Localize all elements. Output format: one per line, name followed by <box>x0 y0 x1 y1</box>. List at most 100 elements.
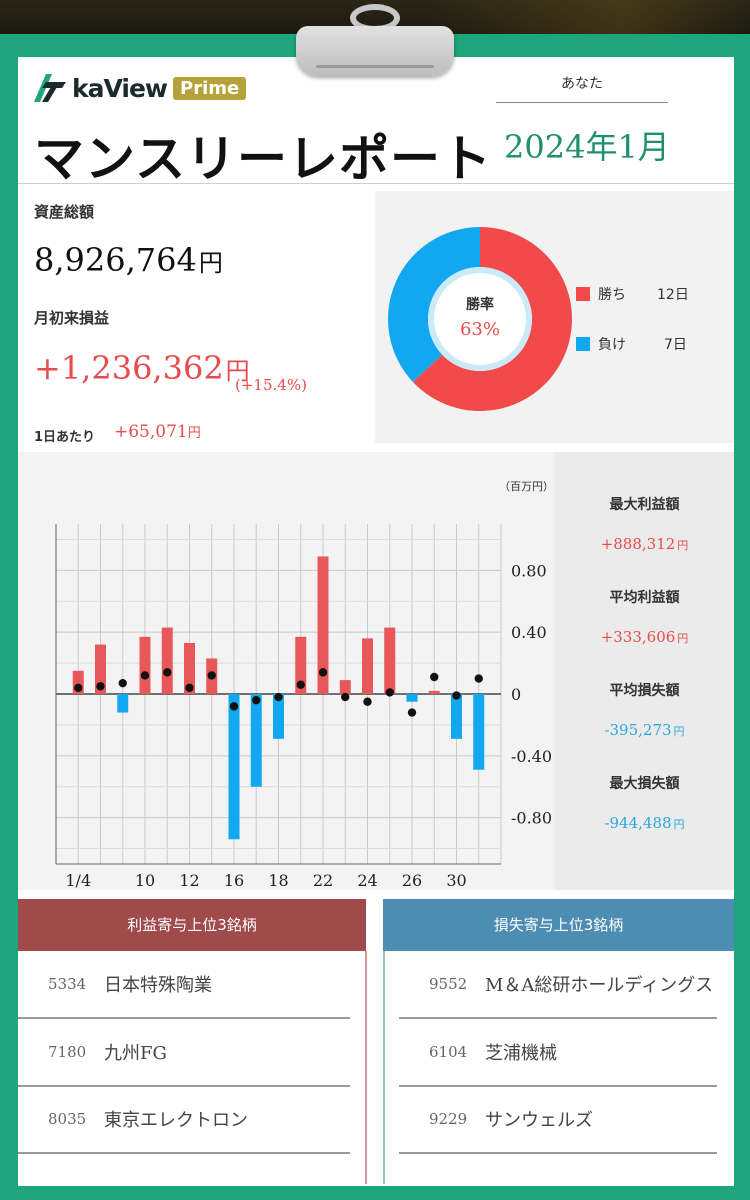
legend-loss-count: 7日 <box>664 337 687 353</box>
chart-x-tick-label: 12 <box>179 871 199 890</box>
stat-avg-loss-label: 平均損失額 <box>609 683 680 699</box>
winrate-donut: 勝率 63% <box>388 227 572 411</box>
stock-code: 8035 <box>48 1110 87 1128</box>
chart-x-tick-label: 22 <box>313 871 333 890</box>
chart-dot <box>185 683 194 693</box>
chart-bar <box>95 644 106 694</box>
chart-bar <box>117 694 129 713</box>
top-gainers-list: 利益寄与上位3銘柄 5334 日本特殊陶業 7180 九州FG 8035 東京エ… <box>18 899 367 1184</box>
chart-bar <box>250 694 262 787</box>
chart-bar <box>339 680 351 694</box>
chart-dot <box>207 671 216 680</box>
legend-win: 勝ち <box>576 284 626 304</box>
chart-y-tick-label: 0 <box>511 685 521 704</box>
chart-bar <box>362 638 373 694</box>
legend-loss-label: 負け <box>598 337 626 353</box>
stock-name: M＆A総研ホールディングス <box>485 975 714 996</box>
stat-currency: 円 <box>673 725 685 738</box>
legend-win-swatch <box>576 287 590 301</box>
chart-bar <box>428 690 440 694</box>
stat-avg-profit-amount: +333,606 <box>600 628 676 646</box>
header-divider <box>18 183 734 184</box>
chart-dot <box>118 678 127 688</box>
stat-currency: 円 <box>677 539 689 552</box>
chart-bar <box>473 694 485 770</box>
chart-dot <box>385 688 394 697</box>
stat-max-loss-label: 最大損失額 <box>609 776 680 792</box>
chart-x-tick-label: 1/4 <box>65 871 91 890</box>
chart-dot <box>363 697 372 706</box>
daily-amount: +65,071 <box>114 422 188 442</box>
chart-bar <box>72 670 84 694</box>
chart-dot <box>318 668 328 677</box>
user-name: あなた <box>561 76 603 92</box>
list-item[interactable]: 9229 サンウェルズ <box>399 1086 717 1154</box>
chart-dot <box>96 682 105 691</box>
chart-dot <box>430 672 439 682</box>
pl-amount: +1,236,362 <box>34 349 224 387</box>
chart-x-tick-label: 10 <box>135 871 155 890</box>
stat-avg-loss-value: -395,273 円 <box>555 721 734 739</box>
list-item[interactable]: 7180 九州FG <box>18 1019 350 1087</box>
chart-bar <box>295 636 307 694</box>
stat-max-loss-value: -944,488 円 <box>555 814 734 832</box>
top-losers-list: 損失寄与上位3銘柄 9552 M＆A総研ホールディングス 6104 芝浦機械 9… <box>383 899 734 1184</box>
chart-dot <box>163 668 172 677</box>
pl-value: +1,236,362円 <box>34 349 250 387</box>
donut-center-label: 勝率 <box>466 296 494 313</box>
chart-bar <box>161 627 173 694</box>
chart-dot <box>229 702 239 711</box>
chart-y-tick-label: -0.80 <box>511 809 552 828</box>
stock-code: 9229 <box>429 1110 468 1128</box>
chart-bar <box>384 627 396 694</box>
chart-dot <box>452 691 461 700</box>
stats-panel: 最大利益額 +888,312 円 平均利益額 +333,606 円 平均損失額 -3… <box>555 452 734 890</box>
chart-y-tick-label: 0.40 <box>511 623 547 642</box>
chart-bar <box>406 694 418 702</box>
list-item[interactable]: 9552 M＆A総研ホールディングス <box>399 951 717 1019</box>
stat-max-loss-amount: -944,488 <box>604 814 672 832</box>
winrate-panel: 勝率 63% 勝ち 12日 負け 7日 <box>375 191 734 443</box>
legend-win-count: 12日 <box>657 287 689 303</box>
chart-dot <box>274 692 283 702</box>
chart-bar <box>184 643 195 694</box>
legend-win-label: 勝ち <box>598 287 626 303</box>
chart-y-tick-label: -0.40 <box>511 747 552 766</box>
top-losers-header: 損失寄与上位3銘柄 <box>383 899 734 951</box>
stock-name: 日本特殊陶業 <box>104 975 212 996</box>
list-item[interactable]: 5334 日本特殊陶業 <box>18 951 350 1019</box>
chart-dot <box>474 674 483 683</box>
chart-unit-label: （百万円） <box>499 480 554 493</box>
chart-dot <box>140 671 150 680</box>
stat-max-profit-amount: +888,312 <box>600 535 676 553</box>
list-item[interactable]: 8035 東京エレクトロン <box>18 1086 350 1154</box>
brand-tier-badge: Prime <box>173 76 247 100</box>
assets-value: 8,926,764円 <box>34 241 223 279</box>
chart-x-tick-label: 16 <box>224 871 244 890</box>
assets-label: 資産総額 <box>34 203 95 221</box>
chart-bar <box>273 694 284 739</box>
stock-code: 6104 <box>429 1043 468 1061</box>
stat-avg-loss-amount: -395,273 <box>604 721 672 739</box>
legend-loss: 負け <box>576 334 626 354</box>
stock-name: 九州FG <box>104 1043 167 1064</box>
chart-dot <box>341 692 350 702</box>
chart-dot <box>252 695 261 705</box>
legend-loss-swatch <box>576 337 590 351</box>
list-divider <box>365 951 367 1184</box>
stat-max-profit-label: 最大利益額 <box>609 497 680 513</box>
chart-x-tick-label: 30 <box>446 871 466 890</box>
brand-mark-icon <box>34 74 66 102</box>
chart-dot <box>74 683 83 693</box>
list-item[interactable]: 6104 芝浦機械 <box>399 1019 717 1087</box>
chart-x-tick-label: 24 <box>357 871 377 890</box>
report-month: 2024年1月 <box>504 128 670 166</box>
pl-currency: 円 <box>225 357 250 385</box>
chart-bar <box>317 556 329 694</box>
donut-win-slice <box>412 227 572 411</box>
chart-x-tick-label: 26 <box>402 871 422 890</box>
stat-currency: 円 <box>677 632 689 645</box>
chart-bar <box>139 636 151 694</box>
report-card: kaView Prime マンスリーレポート あなた 2024年1月 資産総額 … <box>18 57 734 1186</box>
stock-code: 9552 <box>429 975 468 993</box>
